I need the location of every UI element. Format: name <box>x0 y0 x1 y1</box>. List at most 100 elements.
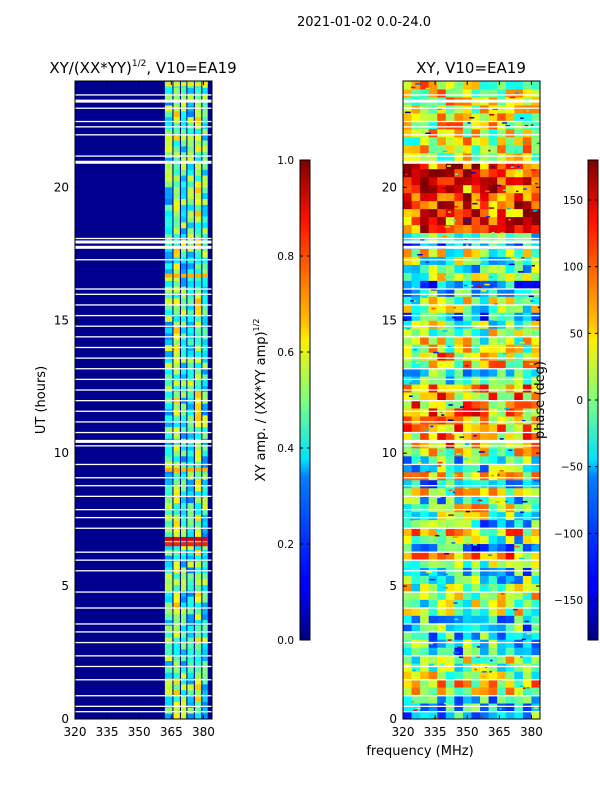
amplitude-cell <box>187 485 194 492</box>
phase-cell <box>518 169 521 172</box>
phase-cell <box>454 695 464 704</box>
phase-cell <box>411 287 415 289</box>
amplitude-flagged-row <box>75 527 212 529</box>
phase-cell <box>497 200 507 210</box>
amplitude-cell <box>180 87 187 94</box>
amplitude-cell <box>187 373 194 381</box>
phase-cell <box>437 511 447 521</box>
phase-cell <box>514 527 524 537</box>
phase-cell <box>488 671 498 680</box>
phase-cell <box>500 593 505 595</box>
amplitude-cell <box>173 695 180 702</box>
phase-cell <box>428 679 438 688</box>
amplitude-colorbar-tick-label: 1.0 <box>277 155 294 167</box>
phase-cell <box>403 280 413 289</box>
phase-cell <box>443 667 447 669</box>
phase-cell <box>411 392 421 401</box>
amplitude-cell <box>164 713 173 719</box>
phase-cell <box>437 112 447 122</box>
phase-cell <box>488 160 498 170</box>
phase-cell <box>428 208 438 218</box>
phase-flagged-row <box>403 570 540 572</box>
phase-cell <box>488 216 498 226</box>
phase-cell <box>445 328 455 337</box>
amplitude-cell <box>173 280 180 287</box>
phase-cell <box>403 272 413 281</box>
amplitude-cell <box>173 561 180 568</box>
amplitude-cell <box>164 262 173 270</box>
amplitude-cell <box>173 642 180 650</box>
phase-cell <box>471 543 481 553</box>
phase-cell <box>497 671 507 680</box>
amplitude-cell <box>187 654 194 662</box>
phase-cell <box>454 192 464 202</box>
phase-cell <box>506 207 511 210</box>
phase-cell <box>514 376 524 385</box>
phase-cell <box>461 151 466 153</box>
phase-cell <box>497 567 507 576</box>
amplitude-cell <box>202 315 208 322</box>
phase-cell <box>411 81 421 90</box>
phase-cell <box>481 583 485 586</box>
phase-cell <box>445 495 455 505</box>
phase-cell <box>428 647 438 656</box>
amplitude-cell <box>202 145 208 153</box>
phase-cell <box>462 607 472 616</box>
amplitude-cell <box>164 543 173 550</box>
phase-flagged-row <box>403 591 540 593</box>
phase-cell <box>510 166 515 168</box>
phase-cell <box>535 182 538 185</box>
phase-cell <box>514 296 524 305</box>
phase-cell <box>445 599 455 608</box>
phase-cell <box>462 160 472 170</box>
phase-cell <box>403 519 413 529</box>
phase-cell <box>403 104 413 114</box>
phase-cell <box>522 500 528 503</box>
phase-cell <box>522 128 532 138</box>
phase-cell <box>471 168 481 178</box>
phase-cell <box>403 415 413 425</box>
phase-cell <box>420 200 430 210</box>
phase-cell <box>428 655 438 664</box>
phase-cell <box>420 591 430 600</box>
phase-cell <box>471 559 481 568</box>
amplitude-cell <box>173 175 180 182</box>
phase-cell <box>445 663 455 672</box>
phase-cell <box>522 431 532 441</box>
phase-cell <box>411 679 421 688</box>
amplitude-cell <box>164 140 173 147</box>
phase-cell <box>524 124 529 127</box>
amplitude-cell <box>180 520 187 527</box>
phase-flagged-row <box>403 607 540 609</box>
phase-cell <box>403 551 413 560</box>
phase-cell <box>469 391 474 393</box>
amplitude-cell <box>180 303 187 311</box>
phase-cell <box>514 336 524 345</box>
amplitude-cell <box>187 637 194 644</box>
phase-cell <box>522 527 532 537</box>
phase-cell <box>514 224 524 234</box>
phase-cell <box>505 104 515 114</box>
phase-cell <box>522 368 532 377</box>
phase-cell <box>445 607 455 616</box>
amplitude-flagged-row <box>75 99 212 103</box>
phase-cell <box>497 88 507 98</box>
amplitude-cell <box>194 297 202 305</box>
phase-cell <box>411 591 421 600</box>
phase-cell <box>454 312 464 321</box>
phase-cell <box>481 671 487 673</box>
amplitude-cell <box>187 180 194 188</box>
phase-cell <box>480 328 490 337</box>
phase-cell <box>462 687 472 696</box>
phase-cell <box>420 439 430 449</box>
phase-cell <box>428 168 438 178</box>
phase-cell <box>420 687 430 696</box>
phase-cell <box>480 224 490 234</box>
phase-cell <box>504 408 510 410</box>
phase-cell <box>497 312 507 321</box>
phase-cell <box>428 695 438 704</box>
phase-cell <box>420 519 430 529</box>
amplitude-cell <box>164 596 173 603</box>
phase-cell <box>522 176 532 186</box>
phase-cell <box>454 618 459 621</box>
